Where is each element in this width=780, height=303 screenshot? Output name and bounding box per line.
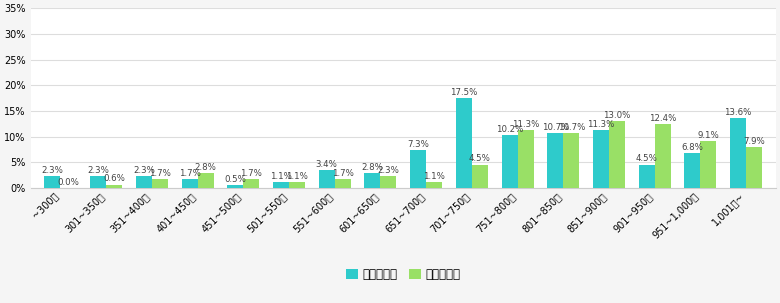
Bar — [182, 179, 197, 188]
Bar — [243, 179, 259, 188]
Text: 2.8%: 2.8% — [194, 163, 217, 172]
Text: 10.7%: 10.7% — [558, 123, 585, 132]
Bar — [502, 135, 518, 188]
Text: 0.6%: 0.6% — [103, 175, 125, 184]
Bar — [609, 121, 625, 188]
Bar — [90, 176, 106, 188]
Text: 7.3%: 7.3% — [407, 140, 429, 149]
Bar — [730, 118, 746, 188]
Bar — [746, 147, 762, 188]
Text: 11.3%: 11.3% — [512, 120, 539, 128]
Text: 11.3%: 11.3% — [587, 120, 615, 128]
Text: 6.8%: 6.8% — [682, 143, 704, 152]
Bar — [289, 182, 305, 188]
Text: 2.3%: 2.3% — [133, 166, 154, 175]
Text: 1.7%: 1.7% — [179, 169, 200, 178]
Bar — [563, 133, 580, 188]
Bar — [136, 176, 152, 188]
Text: 1.1%: 1.1% — [286, 172, 308, 181]
Bar — [518, 130, 534, 188]
Text: 2.8%: 2.8% — [361, 163, 383, 172]
Text: 1.7%: 1.7% — [149, 169, 171, 178]
Bar — [152, 179, 168, 188]
Text: 12.4%: 12.4% — [649, 114, 676, 123]
Text: 13.6%: 13.6% — [725, 108, 752, 117]
Text: 10.2%: 10.2% — [496, 125, 523, 134]
Text: 0.0%: 0.0% — [58, 178, 80, 187]
Bar — [472, 165, 488, 188]
Bar — [548, 133, 563, 188]
Text: 4.5%: 4.5% — [636, 155, 658, 164]
Bar — [197, 174, 214, 188]
Text: 2.3%: 2.3% — [41, 166, 63, 175]
Bar — [639, 165, 654, 188]
Text: 17.5%: 17.5% — [450, 88, 477, 97]
Text: 10.7%: 10.7% — [541, 123, 569, 132]
Text: 2.3%: 2.3% — [378, 166, 399, 175]
Bar — [593, 130, 609, 188]
Text: 4.5%: 4.5% — [469, 155, 491, 164]
Text: 13.0%: 13.0% — [603, 111, 631, 120]
Text: 1.1%: 1.1% — [270, 172, 292, 181]
Bar — [227, 185, 243, 188]
Bar — [364, 174, 381, 188]
Bar — [684, 153, 700, 188]
Bar — [456, 98, 472, 188]
Bar — [426, 182, 442, 188]
Text: 0.5%: 0.5% — [225, 175, 246, 184]
Text: 1.1%: 1.1% — [424, 172, 445, 181]
Text: 1.7%: 1.7% — [240, 169, 262, 178]
Bar — [106, 185, 122, 188]
Bar — [654, 124, 671, 188]
Text: 1.7%: 1.7% — [332, 169, 353, 178]
Text: 2.3%: 2.3% — [87, 166, 109, 175]
Text: 9.1%: 9.1% — [697, 131, 719, 140]
Legend: 現在の予算, 理想の予算: 現在の予算, 理想の予算 — [341, 264, 466, 286]
Bar — [335, 179, 351, 188]
Bar — [381, 176, 396, 188]
Bar — [319, 170, 335, 188]
Bar — [44, 176, 60, 188]
Bar — [273, 182, 289, 188]
Bar — [410, 150, 426, 188]
Bar — [700, 141, 716, 188]
Text: 7.9%: 7.9% — [743, 137, 765, 146]
Text: 3.4%: 3.4% — [316, 160, 338, 169]
